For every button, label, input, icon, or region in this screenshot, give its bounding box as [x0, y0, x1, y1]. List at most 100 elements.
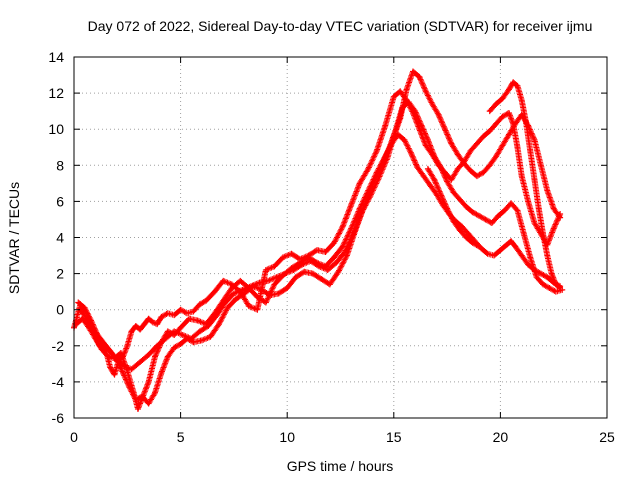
data-point: [258, 286, 265, 293]
data-point: [322, 248, 329, 255]
data-point: [431, 176, 438, 183]
data-point: [179, 331, 186, 338]
data-point: [299, 261, 306, 268]
data-point: [486, 128, 493, 135]
data-point: [333, 259, 340, 266]
data-point: [450, 189, 457, 196]
data-point: [239, 286, 246, 293]
data-point: [164, 353, 171, 360]
axis-ticks: 0 5 10 15 20 25 -6 -4 -2 0 2 4 6 8 10 12 14: [48, 49, 615, 445]
data-point: [85, 319, 92, 326]
data-point: [331, 239, 338, 246]
x-axis-label: GPS time / hours: [287, 458, 394, 474]
data-point: [339, 223, 346, 230]
data-point: [247, 283, 254, 290]
data-point: [397, 115, 404, 122]
x-tick-label: 15: [386, 429, 402, 445]
y-tick-label: -4: [52, 374, 65, 390]
data-point: [512, 120, 519, 127]
data-point: [145, 378, 152, 385]
data-point: [367, 192, 374, 199]
data-point: [213, 312, 220, 319]
data-point: [141, 321, 148, 328]
chart-title: Day 072 of 2022, Sidereal Day-to-day VTE…: [88, 18, 593, 34]
data-point: [412, 108, 419, 115]
data-point: [124, 342, 131, 349]
data-point: [290, 266, 297, 273]
data-point: [128, 366, 135, 373]
data-point: [476, 243, 483, 250]
data-point: [228, 285, 235, 292]
data-point: [196, 328, 203, 335]
data-point: [486, 108, 493, 115]
data-point: [429, 100, 436, 107]
data-point: [403, 86, 410, 93]
data-point: [525, 198, 532, 205]
data-point: [448, 140, 455, 147]
data-point: [262, 266, 269, 273]
data-point: [422, 88, 429, 95]
data-point: [211, 288, 218, 295]
data-point: [309, 270, 316, 277]
data-point: [318, 276, 325, 283]
data-point: [134, 405, 141, 412]
data-point: [409, 68, 416, 75]
data-point: [256, 279, 263, 286]
data-point: [518, 173, 525, 180]
data-point: [420, 173, 427, 180]
data-point: [467, 147, 474, 154]
data-point: [254, 306, 261, 313]
data-point: [254, 294, 261, 301]
y-tick-label: 2: [56, 266, 64, 282]
data-point: [154, 321, 161, 328]
y-tick-label: 10: [48, 121, 64, 137]
data-point: [484, 250, 491, 257]
data-point: [493, 120, 500, 127]
data-point: [424, 165, 431, 172]
data-point: [450, 218, 457, 225]
data-point: [397, 88, 404, 95]
data-point: [145, 400, 152, 407]
data-point: [501, 207, 508, 214]
data-series: [424, 165, 483, 250]
data-point: [186, 315, 193, 322]
data-point: [120, 369, 127, 376]
data-point: [540, 230, 547, 237]
data-point: [414, 164, 421, 171]
data-point: [233, 295, 240, 302]
data-point: [527, 147, 534, 154]
data-point: [111, 353, 118, 360]
data-point: [456, 227, 463, 234]
x-tick-label: 5: [177, 429, 185, 445]
data-point: [128, 328, 135, 335]
data-point: [546, 285, 553, 292]
data-point: [482, 216, 489, 223]
data-point: [499, 95, 506, 102]
data-point: [463, 234, 470, 241]
data-point: [350, 230, 357, 237]
data-point: [314, 247, 321, 254]
data-point: [245, 303, 252, 310]
data-point: [149, 319, 156, 326]
data-point: [382, 122, 389, 129]
data-point: [132, 322, 139, 329]
y-axis-label: SDTVAR / TECUs: [6, 182, 22, 294]
data-point: [203, 297, 210, 304]
data-point: [237, 277, 244, 284]
data-point: [154, 342, 161, 349]
data-point: [531, 220, 538, 227]
data-point: [158, 369, 165, 376]
data-point: [145, 351, 152, 358]
data-point: [190, 339, 197, 346]
data-point: [139, 393, 146, 400]
data-point: [262, 299, 269, 306]
data-point: [510, 79, 517, 86]
data-point: [171, 312, 178, 319]
data-point: [190, 308, 197, 315]
x-tick-label: 25: [599, 429, 615, 445]
data-point: [550, 225, 557, 232]
data-point: [215, 321, 222, 328]
data-point: [373, 147, 380, 154]
data-point: [177, 340, 184, 347]
